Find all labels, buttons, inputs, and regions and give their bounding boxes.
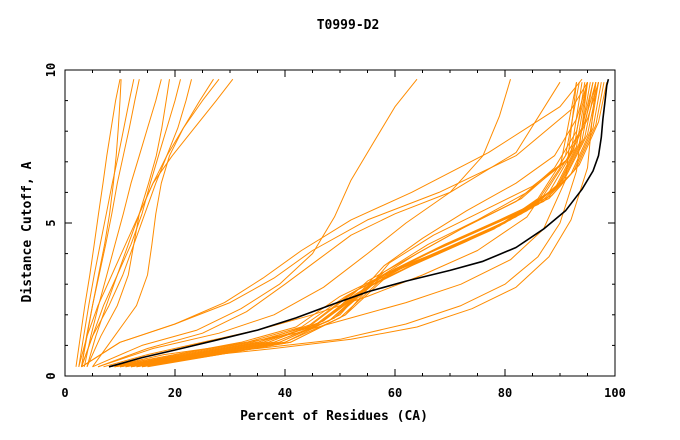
model-curve (81, 79, 192, 367)
axis-ticks: 0 20 40 60 80 100 0 5 10 (44, 63, 626, 400)
model-curve (119, 82, 591, 368)
model-curve (141, 82, 588, 368)
model-curve (83, 79, 162, 367)
x-tick-label: 0 (61, 386, 68, 400)
highlight-curve (108, 78, 610, 368)
model-curve (86, 78, 234, 368)
x-axis-label: Percent of Residues (CA) (240, 409, 428, 424)
model-curves (75, 78, 608, 368)
x-tick-label: 80 (498, 386, 512, 400)
model-curve (81, 79, 181, 367)
model-curve (92, 78, 220, 368)
model-curve (97, 81, 561, 368)
model-curve (81, 78, 583, 368)
x-tick-label: 40 (278, 386, 292, 400)
x-tick-label: 100 (604, 386, 626, 400)
highlight-curve-line (108, 78, 610, 368)
model-curve (81, 79, 122, 367)
model-curve (78, 79, 135, 367)
chart-title: T0999-D2 (317, 18, 380, 33)
model-curve (147, 82, 599, 368)
y-tick-label: 0 (44, 372, 58, 379)
x-tick-label: 20 (168, 386, 182, 400)
model-curve (75, 79, 121, 367)
y-tick-label: 5 (44, 219, 58, 226)
y-axis-label: Distance Cutoff, A (20, 161, 35, 302)
x-tick-label: 60 (388, 386, 402, 400)
model-curve (97, 79, 511, 368)
model-curve (92, 78, 418, 368)
model-curve (136, 82, 597, 368)
y-tick-label: 10 (44, 63, 58, 77)
model-curve (114, 82, 597, 368)
